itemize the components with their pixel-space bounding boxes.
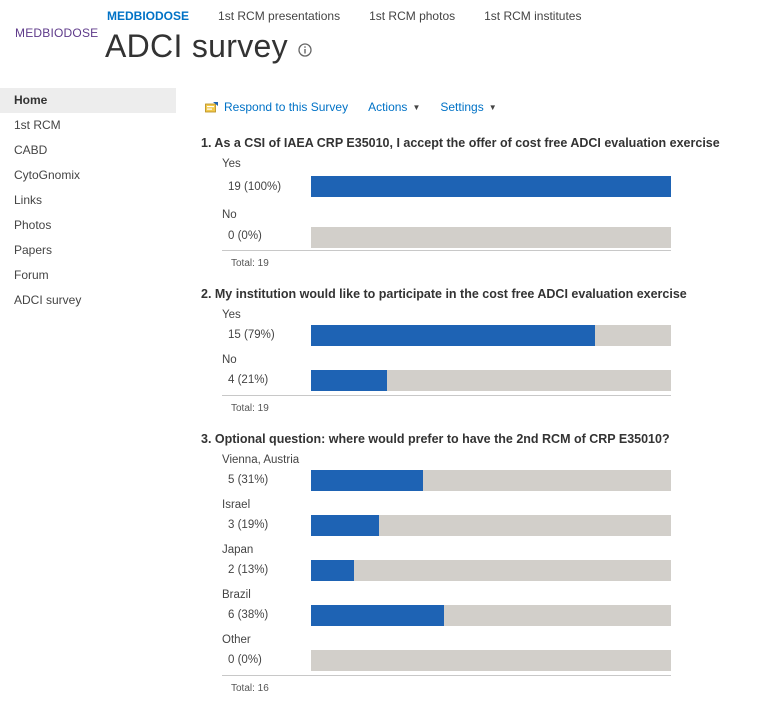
info-icon[interactable]: [298, 42, 312, 57]
divider: [222, 250, 671, 251]
option-label: Yes: [222, 309, 241, 321]
total-label: Total: 19: [231, 403, 269, 414]
option-label: No: [222, 354, 237, 366]
chevron-down-icon: ▼: [488, 102, 497, 112]
result-bar-fill: [311, 176, 671, 197]
actions-menu[interactable]: Actions ▼: [368, 100, 420, 114]
result-bar-fill: [311, 560, 355, 581]
topnav-item-rcm-presentations[interactable]: 1st RCM presentations: [218, 9, 341, 23]
leftnav-item-home[interactable]: Home: [0, 88, 176, 113]
option-count: 5 (31%): [228, 474, 269, 486]
result-bar-fill: [311, 370, 387, 391]
option-label: Israel: [222, 499, 251, 511]
option-label: Japan: [222, 544, 254, 556]
leftnav-item-links[interactable]: Links: [14, 193, 43, 207]
option-count: 2 (13%): [228, 564, 269, 576]
leftnav-item-cabd[interactable]: CABD: [14, 143, 48, 157]
result-bar: [311, 470, 671, 491]
option-count: 3 (19%): [228, 519, 269, 531]
question-title: 2. My institution would like to particip…: [201, 287, 687, 301]
total-label: Total: 16: [231, 683, 269, 694]
page-header: ADCI survey: [105, 28, 312, 65]
result-bar-fill: [311, 325, 596, 346]
respond-button[interactable]: Respond to this Survey: [205, 100, 348, 114]
option-count: 4 (21%): [228, 374, 269, 386]
divider: [222, 675, 671, 676]
leftnav-item-photos[interactable]: Photos: [14, 218, 52, 232]
option-count: 19 (100%): [228, 181, 282, 193]
site-logo[interactable]: MEDBIODOSE: [15, 26, 99, 40]
result-bar-fill: [311, 605, 445, 626]
result-bar: [311, 560, 671, 581]
leftnav-item-adci-survey[interactable]: ADCI survey: [14, 293, 82, 307]
option-label: Other: [222, 634, 251, 646]
chevron-down-icon: ▼: [412, 102, 421, 112]
survey-toolbar: Respond to this Survey Actions ▼ Setting…: [205, 100, 517, 114]
topnav-item-rcm-institutes[interactable]: 1st RCM institutes: [484, 9, 582, 23]
settings-menu[interactable]: Settings ▼: [440, 100, 496, 114]
topnav-item-rcm-photos[interactable]: 1st RCM photos: [369, 9, 456, 23]
leftnav-item-cytognomix[interactable]: CytoGnomix: [14, 168, 81, 182]
result-bar-fill: [311, 515, 380, 536]
page-title: ADCI survey: [105, 28, 288, 64]
option-count: 0 (0%): [228, 230, 262, 242]
topnav-item-medbiodose[interactable]: MEDBIODOSE: [107, 9, 190, 23]
option-label: Vienna, Austria: [222, 454, 300, 466]
option-label: No: [222, 209, 237, 221]
option-count: 15 (79%): [228, 329, 275, 341]
total-label: Total: 19: [231, 258, 269, 269]
result-bar-fill: [311, 470, 423, 491]
top-navigation: MEDBIODOSE 1st RCM presentations 1st RCM…: [107, 9, 610, 23]
respond-button-label: Respond to this Survey: [224, 100, 349, 114]
option-count: 0 (0%): [228, 654, 262, 666]
question-title: 1. As a CSI of IAEA CRP E35010, I accept…: [201, 136, 720, 150]
left-navigation: Home 1st RCM CABD CytoGnomix Links Photo…: [0, 88, 176, 313]
divider: [222, 395, 671, 396]
result-bar: [311, 515, 671, 536]
option-label: Yes: [222, 158, 241, 170]
respond-survey-icon: [205, 102, 218, 113]
result-bar: [311, 227, 671, 248]
result-bar: [311, 605, 671, 626]
result-bar: [311, 370, 671, 391]
option-count: 6 (38%): [228, 609, 269, 621]
question-title: 3. Optional question: where would prefer…: [201, 432, 670, 446]
leftnav-item-1st-rcm[interactable]: 1st RCM: [14, 118, 61, 132]
leftnav-item-papers[interactable]: Papers: [14, 243, 53, 257]
result-bar: [311, 176, 671, 197]
leftnav-item-forum[interactable]: Forum: [14, 268, 49, 282]
actions-menu-label: Actions: [368, 100, 408, 114]
option-label: Brazil: [222, 589, 251, 601]
result-bar: [311, 325, 671, 346]
result-bar: [311, 650, 671, 671]
settings-menu-label: Settings: [440, 100, 484, 114]
